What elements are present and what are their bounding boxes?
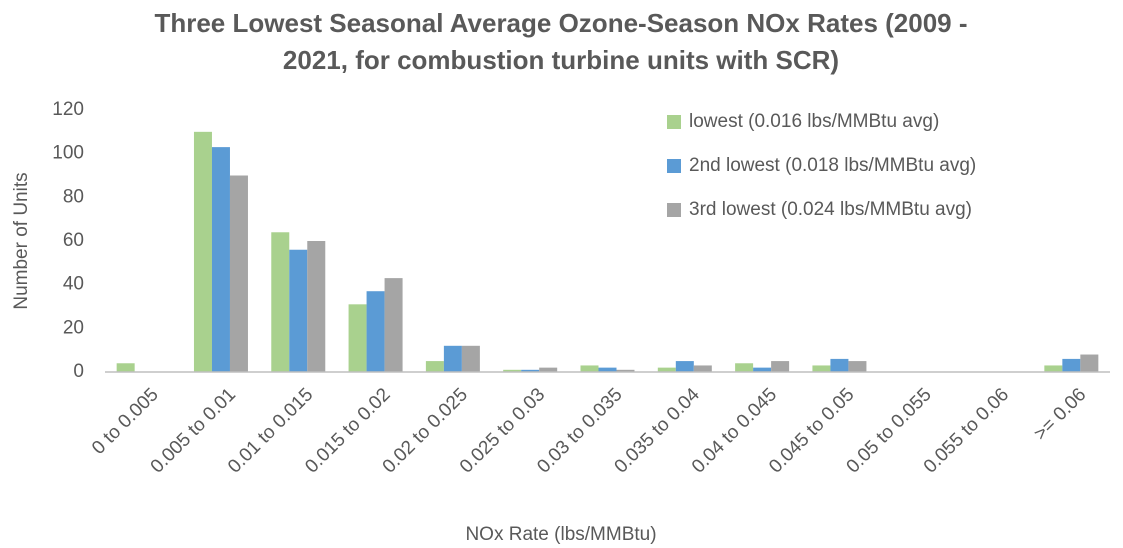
chart-title: 2021, for combustion turbine units with …: [283, 45, 839, 75]
x-tick-label: 0 to 0.005: [88, 384, 163, 459]
legend-swatch: [667, 115, 681, 129]
y-axis-title: Number of Units: [11, 172, 32, 309]
bar: [771, 361, 790, 372]
bar: [503, 369, 522, 372]
bar: [830, 358, 849, 372]
bar: [580, 365, 599, 372]
bar: [598, 367, 617, 372]
bar: [271, 232, 290, 372]
bar: [116, 363, 135, 372]
bar: [289, 249, 308, 372]
x-axis-title: NOx Rate (lbs/MMBtu): [465, 524, 656, 545]
bar: [229, 175, 248, 372]
bar: [348, 304, 367, 372]
bar: [1080, 354, 1099, 372]
bar: [675, 361, 694, 372]
bar: [848, 361, 867, 372]
y-tick-label: 60: [63, 230, 84, 251]
bar: [425, 361, 444, 372]
legend-swatch: [667, 159, 681, 173]
bar: [307, 241, 326, 372]
y-tick-label: 0: [73, 361, 84, 382]
bar: [753, 367, 772, 372]
legend-label: 2nd lowest (0.018 lbs/MMBtu avg): [689, 155, 976, 176]
y-tick-label: 120: [52, 99, 84, 120]
bar: [693, 365, 712, 372]
y-tick-label: 80: [63, 186, 84, 207]
bar: [735, 363, 754, 372]
bar: [616, 369, 635, 372]
bar: [366, 291, 385, 372]
bar: [384, 278, 403, 372]
bar: [1044, 365, 1063, 372]
bar: [443, 345, 462, 372]
y-tick-label: 100: [52, 143, 84, 164]
y-tick-label: 40: [63, 274, 84, 295]
legend-label: lowest (0.016 lbs/MMBtu avg): [689, 111, 939, 132]
x-tick-label: >= 0.06: [1030, 384, 1090, 444]
bar: [539, 367, 558, 372]
legend-swatch: [667, 203, 681, 217]
bar: [193, 131, 212, 372]
bar: [211, 147, 230, 372]
bar: [1062, 358, 1081, 372]
bar: [812, 365, 831, 372]
y-tick-label: 20: [63, 317, 84, 338]
bar: [461, 345, 480, 372]
legend-label: 3rd lowest (0.024 lbs/MMBtu avg): [689, 199, 972, 220]
bar: [521, 369, 540, 372]
bar: [657, 367, 676, 372]
chart-title: Three Lowest Seasonal Average Ozone-Seas…: [154, 8, 967, 38]
